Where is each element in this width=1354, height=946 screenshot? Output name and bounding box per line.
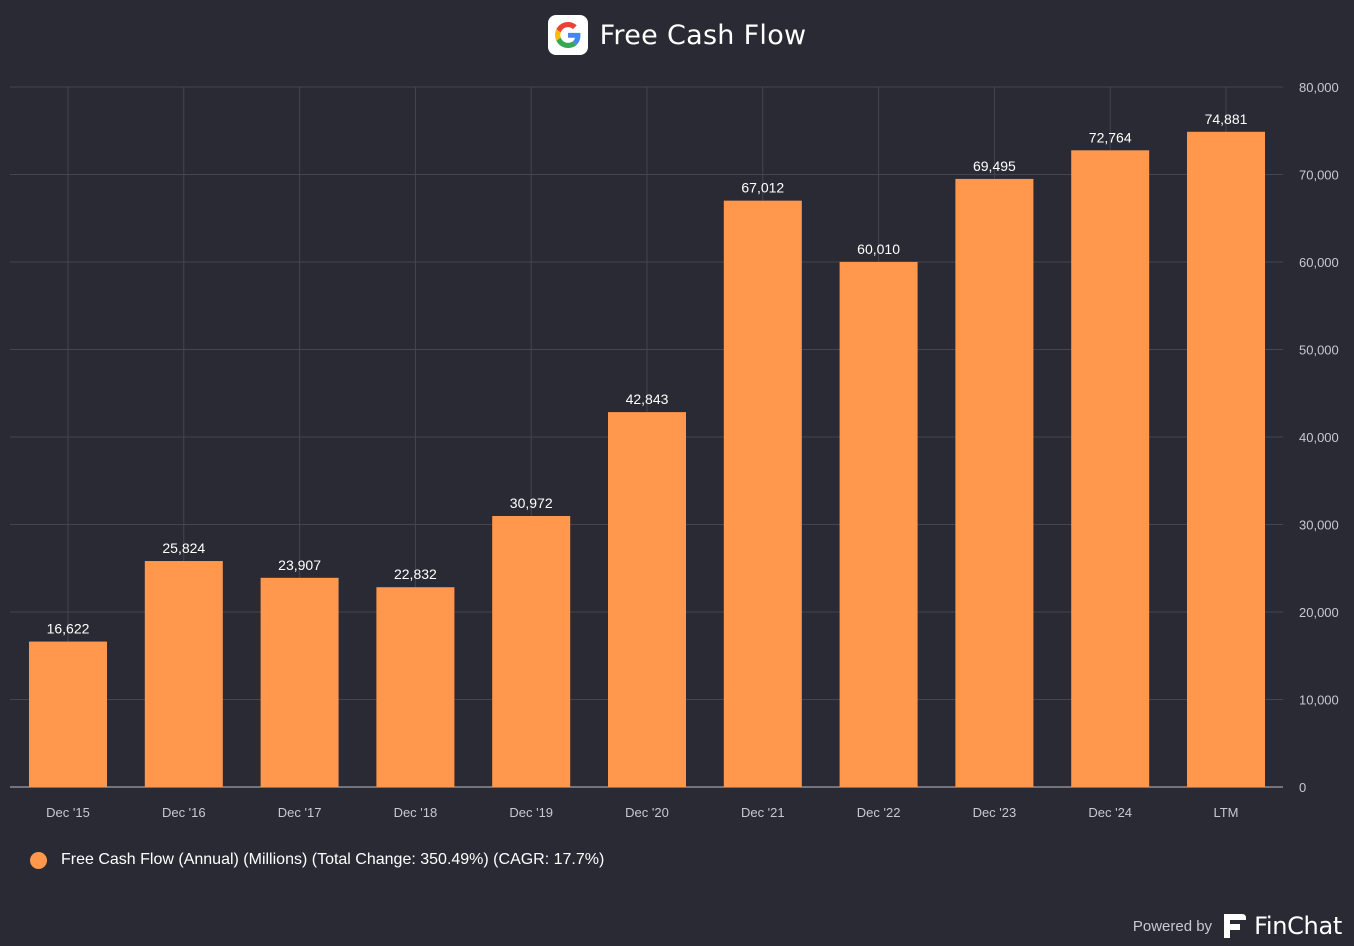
y-tick-label: 70,000 — [1299, 168, 1339, 183]
powered-by-text: Powered by — [1132, 917, 1213, 935]
x-tick-label: Dec '16 — [162, 805, 206, 820]
bar[interactable] — [144, 561, 223, 787]
bar[interactable] — [492, 515, 571, 787]
x-tick-label: Dec '22 — [857, 805, 901, 820]
finchat-brand: FinChat — [1254, 912, 1342, 940]
x-tick-label: Dec '15 — [46, 805, 90, 820]
google-g-icon — [547, 15, 588, 55]
x-tick-label: Dec '20 — [625, 805, 669, 820]
legend[interactable]: Free Cash Flow (Annual) (Millions) (Tota… — [30, 851, 604, 869]
finchat-logo[interactable]: FinChat — [1220, 912, 1342, 940]
y-tick-label: 30,000 — [1299, 518, 1339, 533]
bar[interactable] — [29, 641, 107, 787]
x-tick-label: Dec '18 — [394, 805, 438, 820]
data-label: 23,907 — [278, 557, 321, 573]
footer: Powered by FinChat — [1133, 912, 1342, 940]
y-tick-label: 40,000 — [1299, 430, 1339, 445]
x-tick-label: LTM — [1213, 805, 1238, 820]
bar[interactable] — [608, 412, 686, 787]
bar[interactable] — [376, 587, 455, 787]
y-tick-label: 0 — [1299, 780, 1306, 795]
bar[interactable] — [260, 577, 339, 787]
data-labels: 16,622 25,824 23,907 22,832 30,972 42,843 67,0… — [47, 111, 1248, 637]
data-label: 60,010 — [857, 241, 900, 257]
bar[interactable] — [839, 261, 918, 788]
data-label: 30,972 — [510, 495, 553, 511]
x-tick-label: Dec '17 — [278, 805, 322, 820]
data-label: 42,843 — [626, 391, 669, 407]
data-label: 25,824 — [162, 540, 205, 556]
y-tick-label: 60,000 — [1299, 255, 1339, 270]
bar[interactable] — [1071, 150, 1150, 787]
x-tick-label: Dec '24 — [1088, 805, 1132, 820]
data-label: 67,012 — [741, 180, 784, 196]
x-tick-label: Dec '19 — [509, 805, 553, 820]
chart-header: Free Cash Flow — [0, 14, 1354, 56]
data-label: 16,622 — [47, 621, 90, 637]
y-tick-label: 10,000 — [1299, 693, 1339, 708]
chart-title: Free Cash Flow — [599, 19, 807, 51]
data-label: 22,832 — [394, 566, 437, 582]
bar[interactable] — [955, 178, 1034, 787]
x-axis-ticks: Dec '15 Dec '16 Dec '17 Dec '18 Dec '19 Dec '… — [46, 805, 1238, 820]
y-tick-label: 80,000 — [1299, 80, 1339, 95]
y-tick-label: 50,000 — [1299, 343, 1339, 358]
x-tick-label: Dec '23 — [973, 805, 1017, 820]
data-label: 72,764 — [1089, 129, 1132, 145]
bar[interactable] — [723, 200, 802, 787]
finchat-logo-icon — [1224, 914, 1247, 938]
data-label: 74,881 — [1205, 111, 1248, 127]
bar-chart: 16,622 25,824 23,907 22,832 30,972 42,843 67,0… — [10, 80, 1339, 820]
legend-swatch — [30, 851, 47, 869]
x-tick-label: Dec '21 — [741, 805, 785, 820]
bar[interactable] — [1187, 131, 1265, 787]
legend-label: Free Cash Flow (Annual) (Millions) (Tota… — [61, 851, 605, 868]
y-axis-ticks: 0 10,000 20,000 30,000 40,000 50,000 60,000 70,… — [1299, 80, 1339, 795]
y-tick-label: 20,000 — [1299, 605, 1339, 620]
bars — [29, 131, 1265, 788]
data-label: 69,495 — [973, 158, 1016, 174]
